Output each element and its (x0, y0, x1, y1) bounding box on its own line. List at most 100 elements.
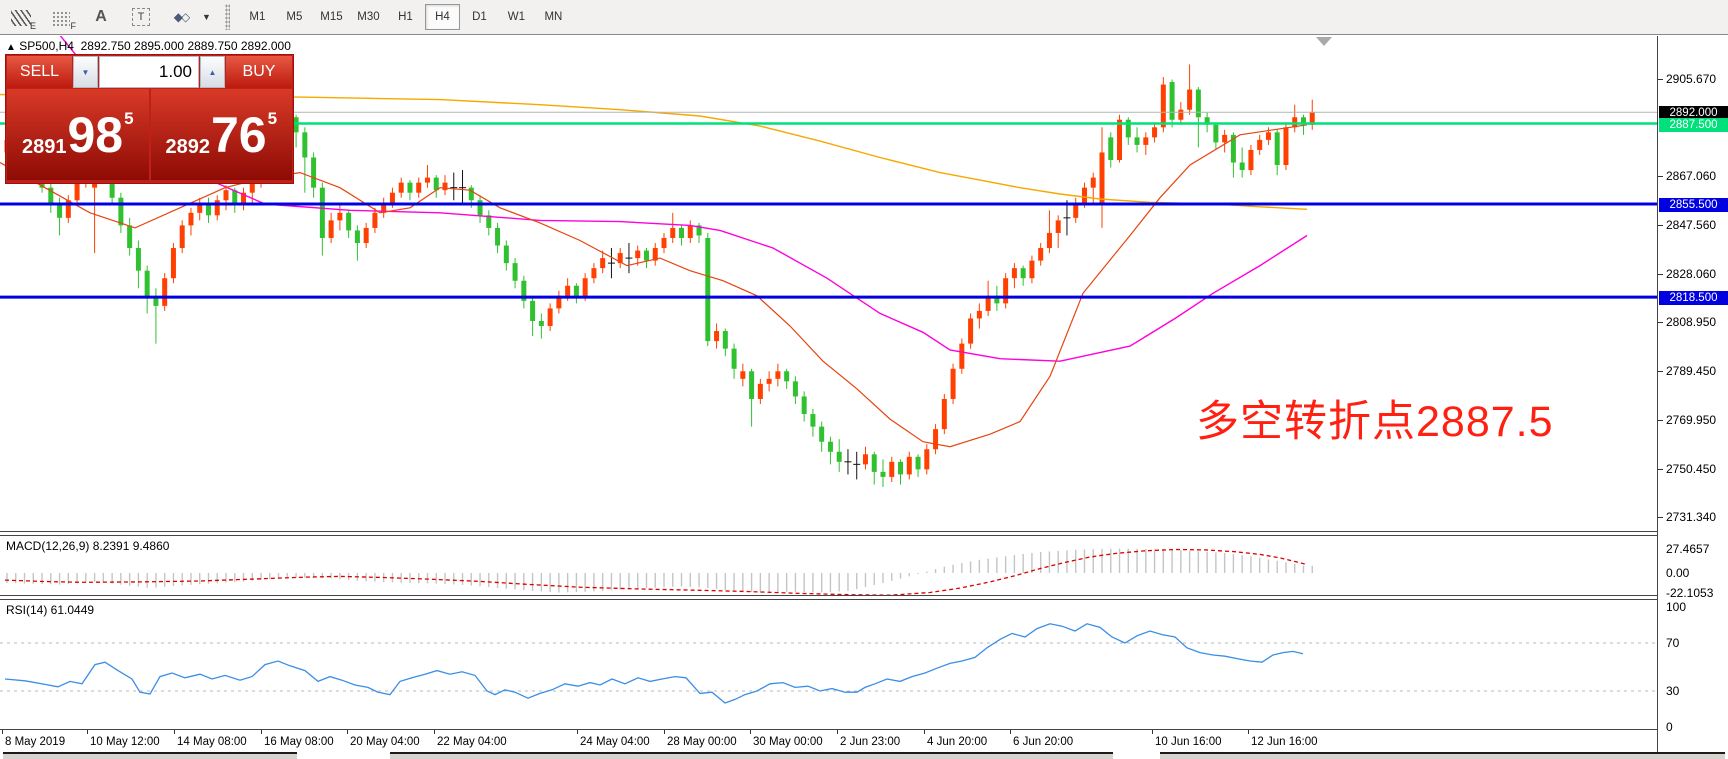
rsi-scale-label: 70 (1666, 635, 1680, 650)
price-badge: 2887.500 (1659, 117, 1728, 132)
price-tick-label: 2731.340 (1666, 510, 1717, 525)
timeframe-button-w1[interactable]: W1 (507, 11, 526, 23)
timeframe-button-h4[interactable]: H4 (424, 4, 460, 30)
price-tick (1658, 517, 1663, 519)
date-tick (837, 730, 838, 734)
timeframe-button-d1[interactable]: D1 (472, 11, 487, 23)
date-tick (434, 730, 435, 734)
sell-button[interactable]: SELL (7, 56, 72, 88)
volume-decrease-button[interactable]: ▼ (73, 56, 98, 88)
chart-shift-marker-icon[interactable] (1316, 37, 1332, 46)
pane-separator (0, 729, 1657, 730)
date-tick (924, 730, 925, 734)
toolbar: E F A T ◆◇ ▼ M1 M5 M15 M30 H1 H4 D1 W1 MN (0, 0, 1728, 35)
price-tick-label: 2905.670 (1666, 71, 1717, 86)
symbol-label: SP500,H4 (19, 39, 74, 53)
price-badge: 2855.500 (1659, 198, 1728, 213)
grid-icon[interactable]: F (48, 5, 76, 31)
pane-separator (0, 599, 1657, 600)
ohlc-low: 2889.750 (187, 39, 238, 53)
date-tick-label: 28 May 00:00 (667, 736, 737, 748)
indicators-hatch-icon[interactable]: E (8, 5, 36, 31)
timeframe-button-m1[interactable]: M1 (249, 11, 266, 23)
rsi-scale-label: 0 (1666, 719, 1673, 734)
date-tick (87, 730, 88, 734)
chart-annotation-text[interactable]: 多空转折点2887.5 (1196, 398, 1554, 446)
timeframe-button-m15[interactable]: M15 (320, 11, 343, 23)
pane-separator[interactable] (0, 595, 1657, 596)
price-axis-border (1657, 36, 1658, 752)
price-badge: 2818.500 (1659, 291, 1728, 306)
background-window-edge (3, 752, 297, 759)
date-tick (750, 730, 751, 734)
macd-pane-canvas[interactable] (0, 536, 1657, 595)
price-tick-label: 2867.060 (1666, 168, 1717, 183)
date-tick (347, 730, 348, 734)
buy-button[interactable]: BUY (226, 56, 292, 88)
text-label-icon[interactable]: A (95, 8, 107, 25)
buy-quote-button[interactable]: 2892 76 5 (150, 89, 292, 180)
date-tick-label: 20 May 04:00 (350, 736, 420, 748)
macd-scale-label: 27.4657 (1666, 541, 1710, 556)
sell-quote-button[interactable]: 2891 98 5 (7, 89, 149, 180)
price-tick (1658, 322, 1663, 324)
timeframe-button-m30[interactable]: M30 (357, 11, 380, 23)
timeframe-button-h1[interactable]: H1 (398, 11, 413, 23)
date-tick (174, 730, 175, 734)
price-tick (1658, 78, 1663, 80)
price-tick (1658, 420, 1663, 422)
price-tick-label: 2789.450 (1666, 364, 1717, 379)
rsi-scale-label: 100 (1666, 599, 1687, 614)
volume-input[interactable] (99, 56, 199, 88)
date-tick-label: 2 Jun 23:00 (840, 736, 901, 748)
date-tick-label: 14 May 08:00 (177, 736, 247, 748)
buy-price-sup: 5 (267, 108, 278, 128)
chart-title: ▲ SP500,H4 2892.750 2895.000 2889.750 28… (6, 39, 291, 53)
drawing-tools-group: E F A T ◆◇ ▼ (0, 5, 211, 31)
background-window-edge (390, 752, 1113, 759)
sell-price-sup: 5 (124, 108, 134, 128)
macd-scale-label: -22.1053 (1666, 585, 1714, 600)
price-tick-label: 2750.450 (1666, 462, 1717, 477)
price-tick (1658, 274, 1663, 276)
ohlc-open: 2892.750 (80, 39, 131, 53)
toolbar-separator (224, 4, 230, 30)
timeframe-button-mn[interactable]: MN (544, 11, 563, 23)
sell-price-stem: 2891 (21, 136, 67, 158)
date-tick-label: 30 May 00:00 (753, 736, 823, 748)
price-tick-label: 2769.950 (1666, 413, 1717, 428)
date-tick-label: 10 May 12:00 (90, 736, 160, 748)
price-tick-label: 2808.950 (1666, 315, 1717, 330)
price-tick (1658, 224, 1663, 226)
price-tick (1658, 371, 1663, 373)
background-window-edge (1160, 752, 1725, 759)
date-tick (261, 730, 262, 734)
date-tick (1010, 730, 1011, 734)
date-tick-label: 24 May 04:00 (580, 736, 650, 748)
volume-increase-button[interactable]: ▲ (200, 56, 225, 88)
shapes-icon[interactable]: ◆◇ (173, 10, 190, 24)
timeframe-button-m5[interactable]: M5 (286, 11, 303, 23)
text-box-icon[interactable]: T (128, 5, 154, 29)
ohlc-close: 2892.000 (240, 39, 291, 53)
date-tick-label: 10 Jun 16:00 (1155, 736, 1222, 748)
macd-scale-label: 0.00 (1666, 565, 1690, 580)
price-tick-label: 2847.560 (1666, 217, 1717, 232)
rsi-label: RSI(14) 61.0449 (6, 603, 95, 617)
buy-price-big: 76 (210, 106, 267, 163)
date-tick (577, 730, 578, 734)
price-badge: 2892.000 (1659, 106, 1728, 121)
rsi-scale-label: 30 (1666, 683, 1680, 698)
pane-separator[interactable] (0, 531, 1657, 532)
main-chart-canvas[interactable] (0, 36, 1657, 531)
buy-price-stem: 2892 (165, 136, 210, 158)
date-tick (1248, 730, 1249, 734)
date-tick (664, 730, 665, 734)
date-tick-label: 12 Jun 16:00 (1251, 736, 1318, 748)
shapes-dropdown-icon[interactable]: ▼ (202, 12, 211, 22)
price-tick (1658, 469, 1663, 471)
symbol-direction-icon: ▲ (6, 42, 16, 53)
rsi-pane-canvas[interactable] (0, 600, 1657, 729)
timeframe-buttons: M1 M5 M15 M30 H1 H4 D1 W1 MN (240, 4, 571, 30)
